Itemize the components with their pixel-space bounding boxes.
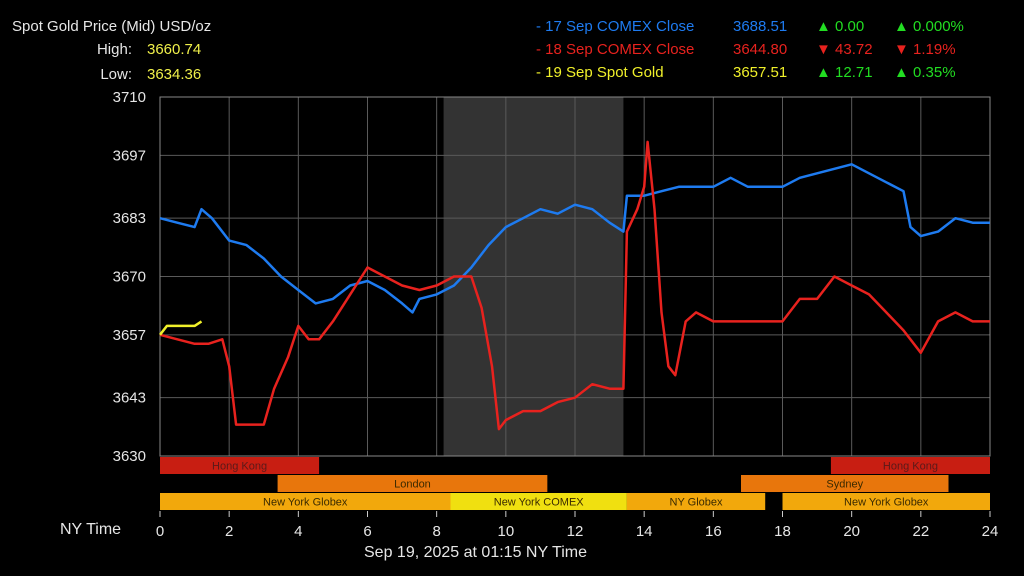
legend-change-2: ▲ 12.71 (816, 64, 873, 81)
x-axis-label: NY Time (60, 521, 122, 538)
y-tick-label: 3643 (113, 390, 146, 407)
session-label: London (394, 479, 431, 491)
session-label: Sydney (826, 479, 863, 491)
plot-frame (159, 96, 991, 457)
y-tick-label: 3630 (113, 448, 146, 465)
x-tick-label: 0 (156, 523, 164, 540)
session-label: New York Globex (263, 497, 348, 509)
x-tick-label: 6 (363, 523, 371, 540)
legend-value-2: 3657.51 (733, 64, 788, 81)
session-label: Hong Kong (883, 461, 938, 473)
x-tick-label: 8 (432, 523, 440, 540)
x-tick-label: 14 (636, 523, 653, 540)
session-label: Hong Kong (212, 461, 267, 473)
session-bar (741, 475, 949, 492)
session-bar (830, 457, 990, 474)
session-bar (782, 493, 990, 510)
low-label: Low: (100, 66, 132, 83)
y-tick-label: 3710 (113, 89, 146, 106)
x-tick-label: 24 (982, 523, 999, 540)
y-tick-label: 3657 (113, 327, 146, 344)
x-tick-label: 10 (497, 523, 514, 540)
y-tick-label: 3697 (113, 147, 146, 164)
legend-name-2: - 19 Sep Spot Gold (536, 64, 664, 81)
legend-change-1: ▼ 43.72 (816, 41, 873, 58)
legend-name-1: - 18 Sep COMEX Close (536, 41, 695, 58)
session-bar (160, 493, 451, 510)
high-label: High: (96, 41, 132, 58)
session-bar (277, 475, 548, 492)
legend-value-1: 3644.80 (733, 41, 788, 58)
legend-pct-0: ▲ 0.000% (894, 18, 964, 35)
legend-pct-2: ▲ 0.35% (894, 64, 956, 81)
legend-change-0: ▲ 0.00 (816, 18, 865, 35)
x-tick-label: 4 (294, 523, 302, 540)
legend-value-0: 3688.51 (733, 18, 788, 35)
session-label: New York COMEX (494, 497, 585, 509)
session-label: NY Globex (670, 497, 723, 509)
legend-name-0: - 17 Sep COMEX Close (536, 18, 695, 35)
x-tick-label: 22 (912, 523, 929, 540)
low-value: 3634.36 (147, 66, 202, 83)
x-tick-label: 2 (225, 523, 233, 540)
x-tick-label: 18 (774, 523, 791, 540)
session-bar (626, 493, 766, 510)
series-line-0 (159, 163, 990, 314)
x-tick-label: 12 (567, 523, 584, 540)
session-bar (450, 493, 627, 510)
session-bar (160, 457, 320, 474)
session-label: New York Globex (844, 497, 929, 509)
series-line-2 (159, 320, 203, 336)
x-tick-label: 16 (705, 523, 722, 540)
x-tick-label: 20 (843, 523, 860, 540)
y-tick-label: 3683 (113, 210, 146, 227)
legend-pct-1: ▼ 1.19% (894, 41, 956, 58)
series-line-1 (159, 140, 990, 431)
high-value: 3660.74 (147, 41, 202, 58)
y-tick-label: 3670 (113, 269, 146, 286)
timestamp: Sep 19, 2025 at 01:15 NY Time (364, 544, 587, 561)
chart-title: Spot Gold Price (Mid) USD/oz (12, 18, 212, 35)
